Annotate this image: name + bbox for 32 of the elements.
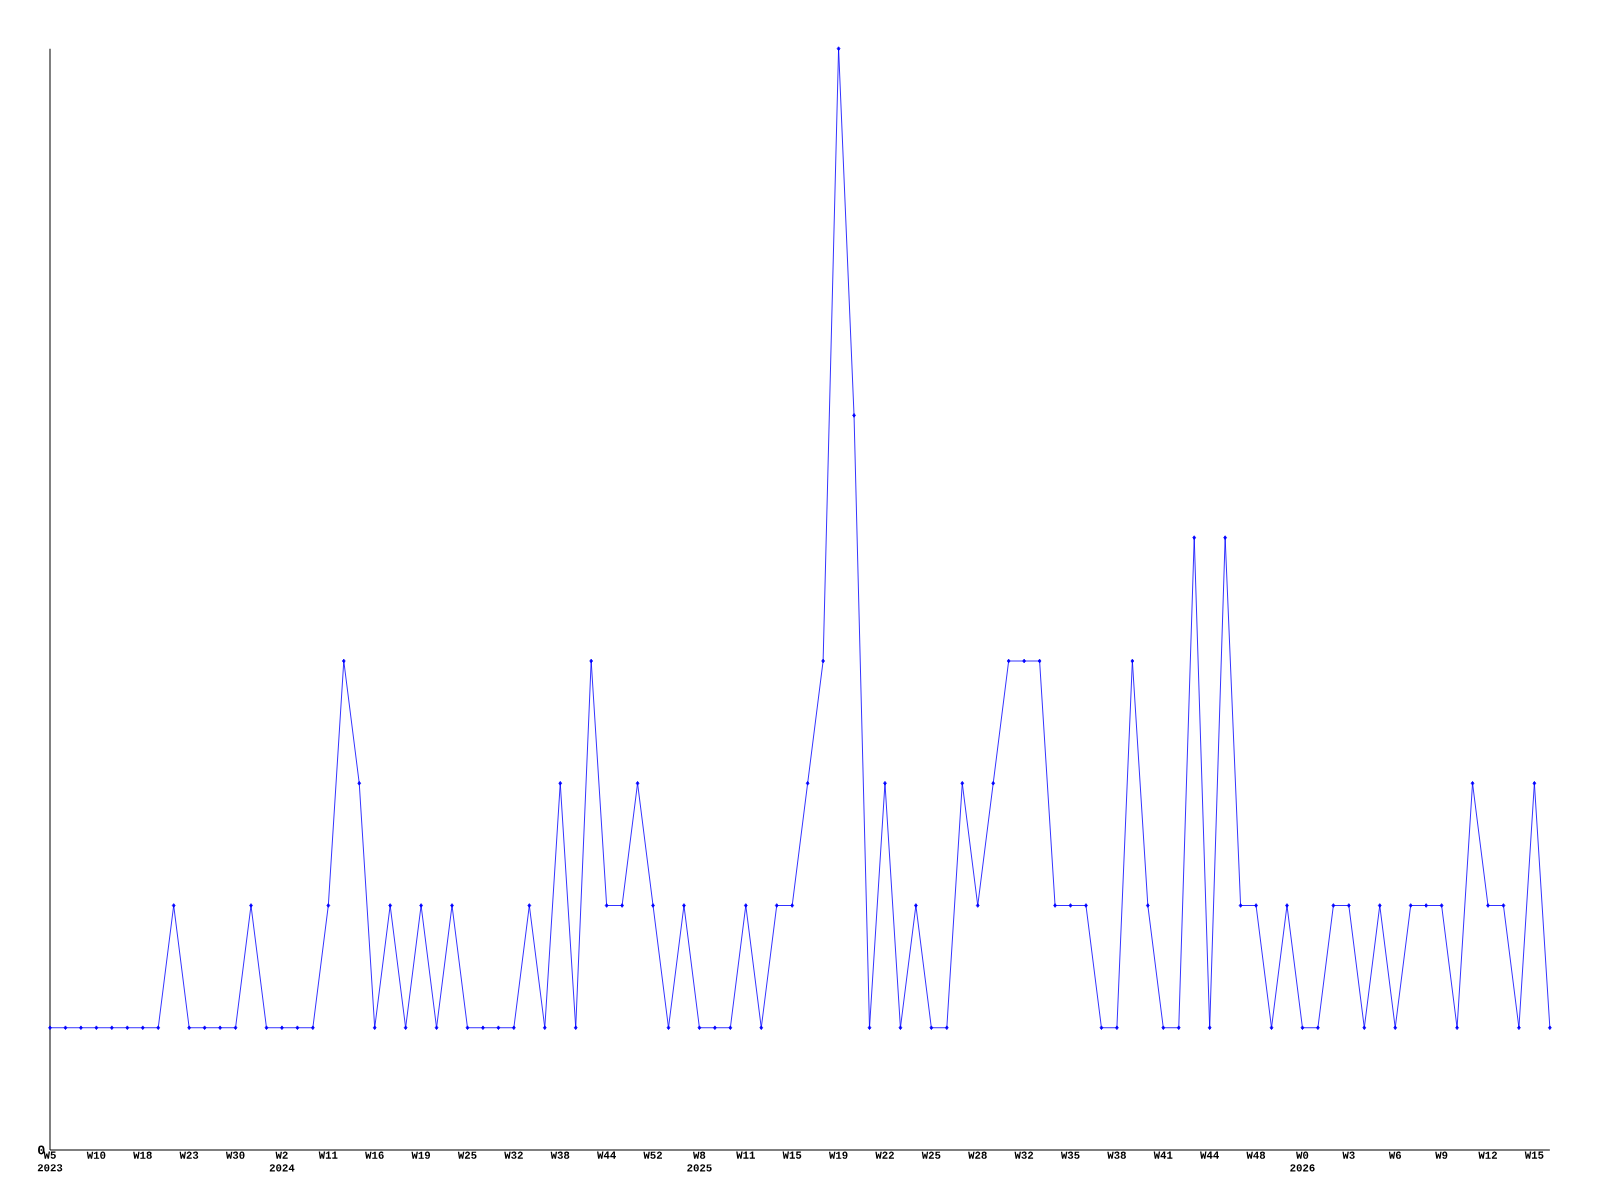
x-tick-label: W38 [1107, 1151, 1126, 1159]
x-tick-label: W3 [1342, 1151, 1355, 1159]
x-tick-label: W16 [365, 1151, 384, 1159]
x-tick-label: W25 [921, 1151, 941, 1159]
x-tick-label: W11 [736, 1151, 755, 1159]
x-tick-label: W18 [133, 1151, 152, 1159]
x-tick-label: W44 [597, 1151, 616, 1159]
x-tick-label: W28 [968, 1151, 987, 1159]
x-tick-label: W2 2024 [269, 1151, 295, 1172]
x-tick-label: W15 [1524, 1151, 1544, 1159]
x-tick-label: W52 [643, 1151, 662, 1159]
x-tick-label: W48 [1246, 1151, 1266, 1159]
x-tick-label: W6 [1388, 1151, 1402, 1159]
x-tick-label: W19 [411, 1151, 431, 1159]
x-tick-label: W32 [504, 1151, 523, 1159]
x-tick-label: W11 [318, 1151, 338, 1159]
x-tick-label: W44 [1200, 1151, 1219, 1159]
x-tick-label: W19 [828, 1151, 848, 1159]
x-tick-label: W8 2025 [687, 1151, 712, 1172]
x-tick-label: W38 [550, 1151, 570, 1159]
x-tick-label: W10 [86, 1151, 106, 1159]
x-tick-label: W15 [782, 1151, 802, 1159]
x-tick-label: W30 [225, 1151, 245, 1159]
x-tick-label: W12 [1478, 1151, 1497, 1159]
x-tick-label: W25 [457, 1151, 477, 1159]
x-tick-label: W41 [1153, 1151, 1173, 1159]
x-tick-label: W23 [179, 1151, 199, 1159]
x-tick-label: W0 2026 [1290, 1151, 1315, 1172]
x-tick-label: W9 [1435, 1151, 1448, 1159]
x-tick-label: W22 [875, 1151, 894, 1159]
x-tick-label: W35 [1060, 1151, 1080, 1159]
x-tick-label: W32 [1014, 1151, 1034, 1159]
